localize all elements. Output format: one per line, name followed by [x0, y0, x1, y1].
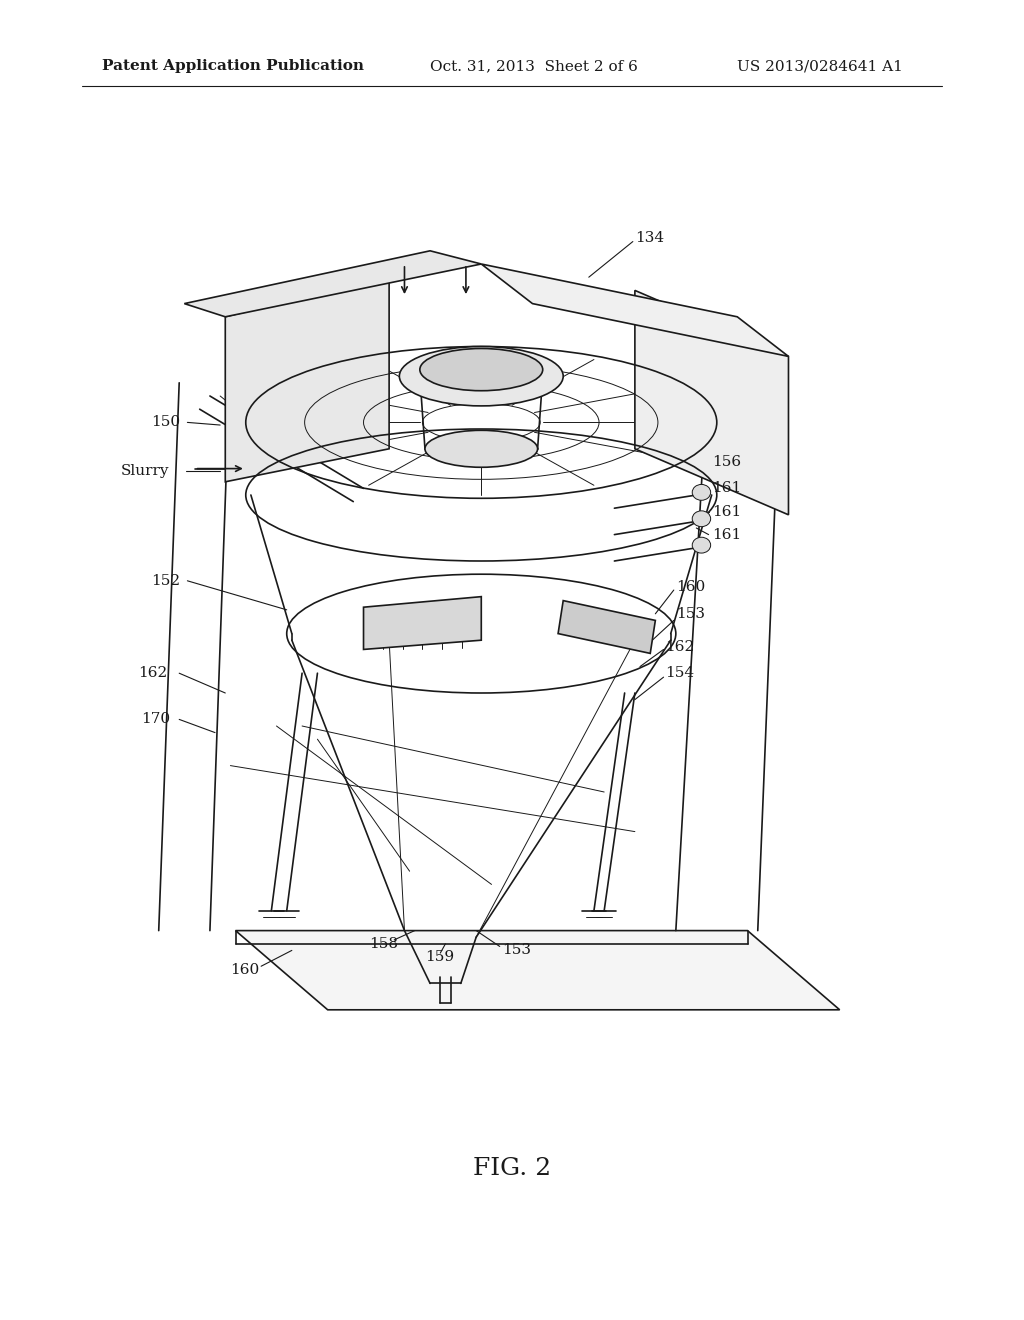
Polygon shape	[236, 931, 840, 1010]
Ellipse shape	[692, 537, 711, 553]
Text: 158: 158	[369, 937, 397, 950]
Text: 153: 153	[676, 607, 705, 620]
Text: 156: 156	[712, 455, 740, 469]
Text: 150: 150	[152, 416, 180, 429]
Text: 159: 159	[425, 950, 454, 964]
Text: FIG. 2: FIG. 2	[473, 1156, 551, 1180]
Text: 152: 152	[152, 574, 180, 587]
Polygon shape	[481, 264, 788, 356]
Ellipse shape	[692, 484, 711, 500]
Polygon shape	[558, 601, 655, 653]
Text: 161: 161	[712, 528, 741, 541]
Text: 161: 161	[712, 482, 741, 495]
Text: 154: 154	[666, 667, 694, 680]
Text: Oct. 31, 2013  Sheet 2 of 6: Oct. 31, 2013 Sheet 2 of 6	[430, 59, 638, 74]
Polygon shape	[184, 251, 481, 317]
Text: 160: 160	[676, 581, 706, 594]
Text: Patent Application Publication: Patent Application Publication	[102, 59, 365, 74]
Text: 153: 153	[502, 944, 530, 957]
Ellipse shape	[420, 348, 543, 391]
Ellipse shape	[425, 430, 538, 467]
Polygon shape	[635, 290, 788, 515]
Text: 170: 170	[141, 713, 170, 726]
Text: 134: 134	[635, 231, 664, 244]
Text: 161: 161	[712, 506, 741, 519]
Ellipse shape	[399, 346, 563, 407]
Text: 160: 160	[230, 964, 260, 977]
Polygon shape	[225, 277, 389, 482]
Text: 162: 162	[138, 667, 168, 680]
Text: 162: 162	[666, 640, 695, 653]
Ellipse shape	[692, 511, 711, 527]
Polygon shape	[364, 597, 481, 649]
Text: Slurry: Slurry	[121, 465, 169, 478]
Text: US 2013/0284641 A1: US 2013/0284641 A1	[737, 59, 903, 74]
